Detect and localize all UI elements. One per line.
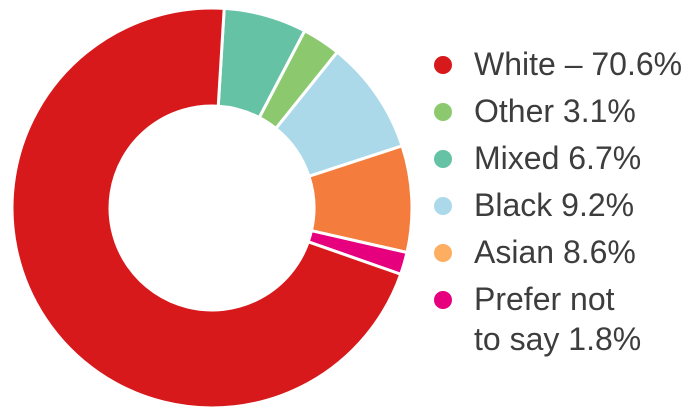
chart-legend: White – 70.6% Other 3.1% Mixed 6.7% Black 9… [434, 44, 692, 366]
legend-label-3: Black 9.2% [474, 185, 634, 225]
legend-item-2: Mixed 6.7% [434, 138, 692, 178]
legend-item-4: Asian 8.6% [434, 232, 692, 272]
legend-dot-3 [434, 197, 452, 215]
legend-item-1: Other 3.1% [434, 91, 692, 131]
legend-label-1: Other 3.1% [474, 91, 636, 131]
legend-label-0: White – 70.6% [474, 44, 682, 84]
legend-label-2: Mixed 6.7% [474, 138, 641, 178]
legend-item-3: Black 9.2% [434, 185, 692, 225]
legend-dot-2 [434, 150, 452, 168]
legend-dot-0 [434, 56, 452, 74]
donut-chart [0, 0, 420, 407]
legend-item-0: White – 70.6% [434, 44, 692, 84]
legend-label-4: Asian 8.6% [474, 232, 636, 272]
legend-item-5: Prefer not to say 1.8% [434, 279, 692, 359]
legend-label-5: Prefer not to say 1.8% [474, 279, 641, 359]
legend-dot-4 [434, 244, 452, 262]
legend-dot-1 [434, 103, 452, 121]
legend-dot-5 [434, 291, 452, 309]
